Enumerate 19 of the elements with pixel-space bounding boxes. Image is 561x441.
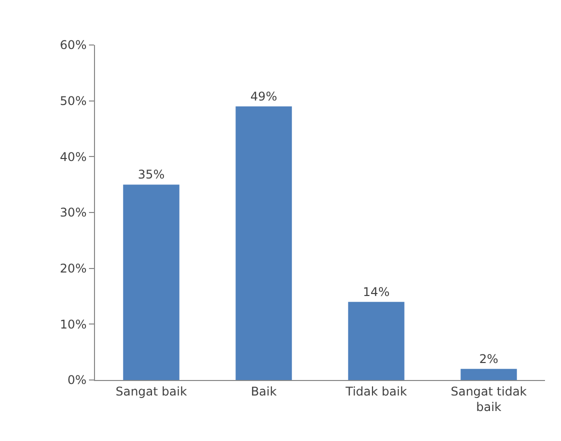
data-label: 2% (479, 352, 498, 366)
x-tick-label: Sangat baik (116, 384, 187, 398)
y-tick-label: 10% (60, 317, 87, 332)
bar (123, 184, 180, 380)
data-label: 14% (362, 284, 390, 299)
y-tick-label: 50% (60, 94, 87, 108)
bar (460, 368, 517, 380)
data-label: 35% (138, 168, 165, 182)
x-tick-label: Sangat tidak baik (450, 384, 527, 414)
y-tick-label: 0% (68, 373, 87, 388)
bar (348, 302, 404, 380)
y-tick-label: 60% (60, 38, 87, 52)
y-tick-label: 40% (60, 150, 87, 164)
bar (236, 106, 292, 380)
x-tick-label: Tidak baik (344, 384, 407, 398)
y-tick-label: 30% (60, 206, 87, 220)
y-tick-label: 20% (60, 262, 87, 276)
x-tick-label: Baik (250, 384, 277, 398)
data-label: 49% (250, 89, 278, 104)
